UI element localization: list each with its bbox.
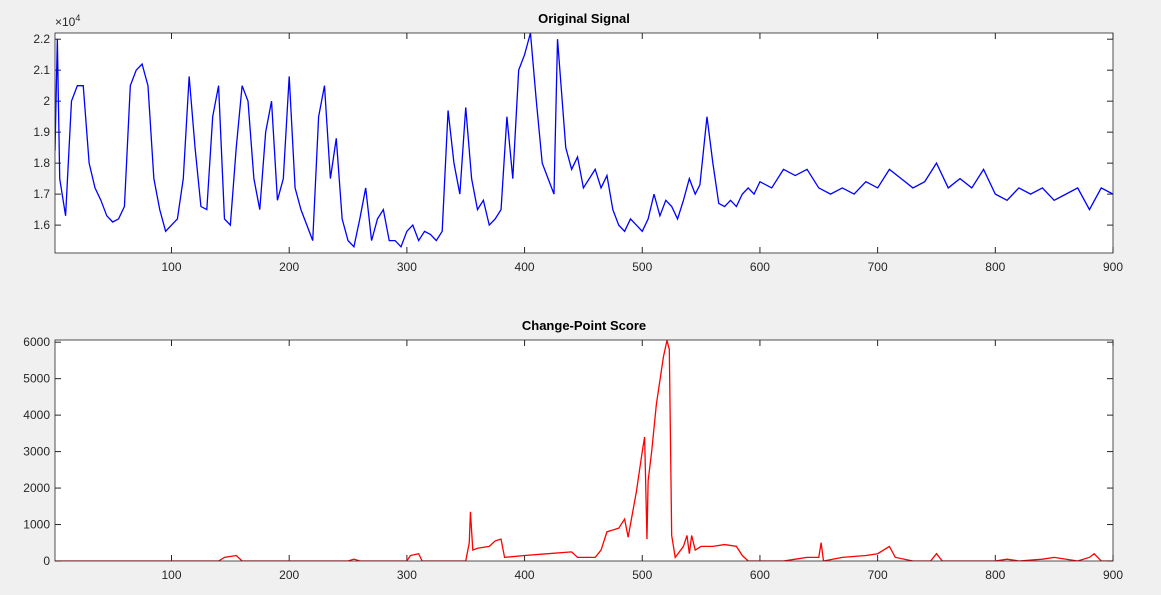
x-tick-label: 300	[397, 260, 417, 274]
y-exponent: ×104	[55, 13, 80, 29]
data-line	[55, 340, 1113, 561]
axes-background	[55, 33, 1113, 253]
axes-background	[55, 340, 1113, 561]
y-tick-label: 2	[43, 94, 50, 108]
axes-box	[54, 32, 1114, 254]
x-tick-label: 100	[161, 260, 181, 274]
y-exponent-power: 4	[75, 13, 80, 23]
x-tick-label: 200	[279, 260, 299, 274]
x-tick-label: 200	[279, 568, 299, 582]
x-tick-label: 900	[1103, 568, 1123, 582]
x-tick-label: 700	[868, 260, 888, 274]
y-tick-label: 2000	[23, 481, 50, 495]
y-tick-label: 1.7	[33, 187, 50, 201]
y-tick-label: 5000	[23, 372, 50, 386]
x-tick-label: 500	[632, 260, 652, 274]
x-tick-label: 300	[397, 568, 417, 582]
x-tick-label: 700	[868, 568, 888, 582]
x-tick-label: 800	[985, 260, 1005, 274]
chart-title: Original Signal	[538, 11, 630, 26]
chart-title: Change-Point Score	[522, 318, 646, 333]
axes-box	[54, 339, 1114, 562]
x-tick-label: 600	[750, 260, 770, 274]
x-tick-label: 600	[750, 568, 770, 582]
y-tick-label: 2.2	[33, 32, 50, 46]
x-tick-label: 500	[632, 568, 652, 582]
x-tick-label: 900	[1103, 260, 1123, 274]
y-tick-label: 4000	[23, 408, 50, 422]
x-tick-label: 400	[515, 260, 535, 274]
y-tick-label: 0	[43, 554, 50, 568]
y-tick-label: 1.6	[33, 218, 50, 232]
x-tick-label: 100	[161, 568, 181, 582]
data-line	[55, 33, 1113, 249]
y-tick-label: 2.1	[33, 63, 50, 77]
y-exponent-base: ×10	[55, 15, 76, 29]
y-tick-label: 1.8	[33, 156, 50, 170]
x-tick-label: 400	[515, 568, 535, 582]
y-tick-label: 1.9	[33, 125, 50, 139]
y-tick-label: 6000	[23, 335, 50, 349]
y-tick-label: 3000	[23, 445, 50, 459]
y-tick-label: 1000	[23, 518, 50, 532]
x-tick-label: 800	[985, 568, 1005, 582]
